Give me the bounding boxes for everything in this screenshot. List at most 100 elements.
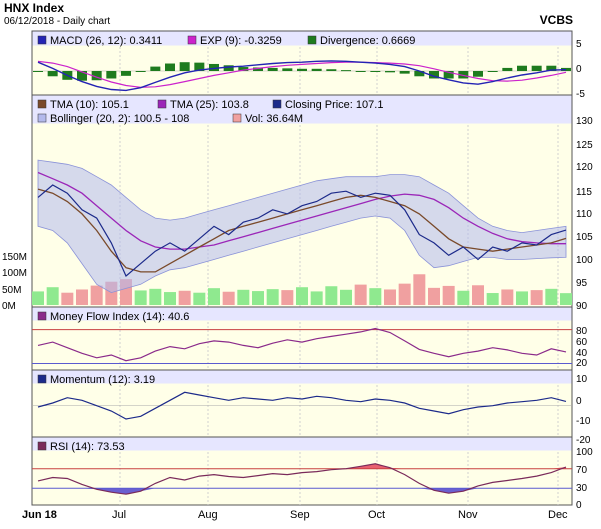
mfi-legend-bg	[32, 307, 572, 321]
volume-bar-10	[178, 290, 191, 305]
mfi-ytick-0: 80	[576, 326, 588, 337]
x-axis-label-5: Nov	[458, 509, 478, 521]
macd-divergence-bar-11	[194, 62, 205, 71]
macd-divergence-bar-14	[238, 67, 249, 71]
macd-ytick-0: 5	[576, 39, 582, 50]
volume-ytick-2: 50M	[2, 285, 21, 296]
momentum-ytick-1: 0	[576, 396, 582, 407]
price-legend2-swatch-0	[37, 113, 47, 123]
macd-divergence-bar-22	[355, 71, 366, 72]
price-legend-bg	[32, 95, 572, 124]
chart-title: HNX Index	[4, 1, 65, 15]
volume-bar-7	[134, 290, 147, 305]
macd-legend-swatch-1	[187, 35, 197, 45]
volume-bar-2	[61, 292, 74, 305]
tma25-line	[37, 171, 566, 250]
volume-bar-8	[149, 288, 162, 305]
macd-divergence-bar-1	[47, 71, 58, 77]
macd-divergence-bar-15	[253, 67, 263, 71]
brand-label: VCBS	[539, 13, 573, 27]
volume-ytick-3: 0M	[2, 301, 16, 312]
price-legend-label-1: TMA (25): 103.8	[170, 99, 249, 111]
price-legend-swatch-0	[37, 99, 47, 109]
volume-bar-17	[281, 290, 294, 305]
volume-bar-32	[501, 289, 514, 305]
volume-bar-18	[296, 287, 308, 305]
macd-divergence-bar-19	[311, 68, 322, 71]
macd-divergence-bar-0	[33, 71, 43, 72]
macd-divergence-bar-21	[341, 70, 351, 72]
price-ytick-7: 95	[576, 278, 588, 289]
volume-bar-1	[46, 287, 59, 305]
macd-divergence-bar-13	[223, 65, 234, 71]
macd-divergence-bar-20	[326, 69, 337, 71]
macd-legend-label-0: MACD (26, 12): 0.3411	[50, 35, 162, 47]
macd-divergence-bar-18	[297, 68, 307, 71]
volume-bar-0	[32, 291, 44, 305]
rsi-legend-swatch-0	[37, 441, 47, 451]
rsi-line	[37, 463, 567, 495]
momentum-ytick-2: -10	[576, 416, 591, 427]
macd-divergence-bar-17	[282, 68, 293, 71]
volume-bar-21	[340, 289, 352, 305]
macd-line	[37, 60, 567, 92]
macd-divergence-bar-4	[91, 71, 102, 81]
volume-bar-27	[428, 287, 440, 305]
macd-divergence-bar-5	[106, 71, 117, 79]
macd-divergence-bar-7	[135, 71, 146, 72]
mfi-legend-swatch-0	[37, 311, 47, 321]
volume-bar-20	[325, 286, 338, 305]
volume-bar-22	[354, 284, 367, 305]
macd-divergence-bar-25	[399, 71, 410, 74]
macd-legend-bg	[32, 31, 572, 46]
momentum-legend-swatch-0	[37, 374, 47, 384]
macd-signal-line	[37, 60, 567, 88]
price-ytick-6: 100	[576, 255, 593, 266]
volume-bar-4	[90, 285, 103, 305]
price-legend-swatch-2	[272, 99, 282, 109]
macd-divergence-bar-35	[546, 65, 557, 71]
volume-bar-9	[164, 292, 176, 305]
volume-bar-16	[266, 289, 279, 305]
volume-ytick-1: 100M	[2, 268, 27, 279]
macd-divergence-bar-10	[179, 62, 190, 71]
macd-divergence-bar-9	[165, 63, 175, 71]
volume-bar-12	[208, 288, 220, 305]
volume-bar-24	[384, 289, 396, 305]
mfi-legend-label-0: Money Flow Index (14): 40.6	[50, 311, 189, 323]
price-legend2-swatch-1	[232, 113, 242, 123]
x-axis-label-1: Jul	[112, 509, 126, 521]
tma10-line	[37, 188, 567, 273]
price-legend-label-0: TMA (10): 105.1	[50, 99, 129, 111]
macd-divergence-bar-12	[209, 63, 219, 71]
mfi-ytick-1: 60	[576, 337, 588, 348]
volume-bar-15	[252, 291, 264, 305]
momentum-legend-label-0: Momentum (12): 3.19	[50, 374, 155, 386]
macd-divergence-bar-32	[502, 67, 513, 71]
x-axis-label-0: Jun 18	[22, 509, 57, 521]
mfi-ytick-3: 20	[576, 358, 588, 369]
price-ytick-4: 110	[576, 209, 592, 220]
volume-ytick-0: 150M	[2, 252, 27, 263]
price-ytick-8: 90	[576, 301, 588, 312]
macd-ytick-2: -5	[576, 89, 585, 100]
volume-bar-31	[486, 293, 499, 305]
chart-date: 06/12/2018 - Daily chart	[4, 16, 111, 27]
volume-bar-34	[530, 290, 543, 305]
volume-bar-25	[398, 283, 411, 305]
macd-divergence-bar-31	[487, 71, 498, 72]
volume-bar-14	[237, 289, 250, 305]
x-axis-label-3: Sep	[290, 509, 310, 521]
bollinger-band	[37, 159, 567, 294]
macd-divergence-bar-24	[385, 71, 395, 73]
macd-divergence-bar-30	[473, 71, 483, 77]
rsi-ytick-2: 30	[576, 483, 588, 494]
closing-price-line	[37, 184, 567, 277]
volume-bar-36	[560, 293, 572, 305]
macd-divergence-bar-3	[77, 71, 87, 81]
volume-bar-29	[457, 290, 470, 305]
rsi-legend-label-0: RSI (14): 73.53	[50, 441, 125, 453]
macd-legend-swatch-0	[37, 35, 47, 45]
volume-bar-19	[310, 291, 323, 305]
